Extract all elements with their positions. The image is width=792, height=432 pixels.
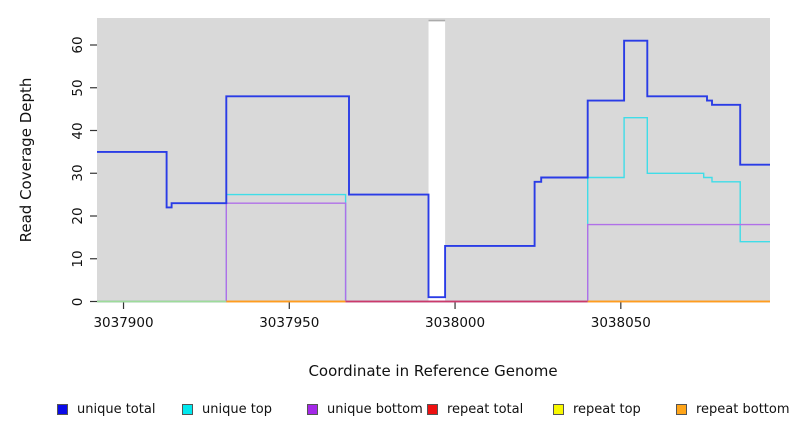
legend-item-unique-total: unique total	[57, 400, 155, 418]
y-tick-label: 10	[70, 250, 86, 268]
y-tick-label: 20	[70, 207, 86, 225]
y-axis-title: Read Coverage Depth	[17, 77, 35, 243]
x-tick-label: 3038000	[424, 315, 486, 331]
legend-item-repeat-total: repeat total	[427, 400, 523, 418]
x-axis-title: Coordinate in Reference Genome	[308, 362, 558, 380]
coverage-gap-band	[428, 21, 446, 302]
legend-item-unique-bottom: unique bottom	[307, 400, 423, 418]
y-tick-label: 40	[70, 121, 86, 140]
legend-swatch-icon	[676, 403, 687, 415]
series-line-unique-total	[97, 39, 770, 299]
x-tick-label: 3037900	[93, 315, 154, 331]
series-line-unique-top	[97, 116, 770, 303]
legend-label: unique top	[202, 401, 273, 417]
y-tick-label: 60	[70, 36, 86, 54]
legend-label: repeat top	[573, 401, 641, 417]
legend-swatch-icon	[57, 403, 68, 415]
legend-swatch-icon	[427, 403, 438, 415]
y-tick-label: 30	[70, 164, 86, 182]
y-tick-label: 50	[70, 79, 86, 97]
legend-label: repeat total	[447, 401, 524, 417]
legend-label: repeat bottom	[696, 401, 790, 417]
legend-label: unique bottom	[327, 401, 423, 417]
legend-swatch-icon	[553, 403, 564, 415]
legend: unique total unique top unique bottom repea…	[0, 400, 792, 424]
legend-label: unique total	[77, 401, 156, 417]
x-tick-label: 3038050	[590, 315, 651, 331]
series-line-unique-bottom	[97, 202, 770, 303]
legend-item-repeat-bottom: repeat bottom	[676, 400, 790, 418]
legend-item-unique-top: unique top	[182, 400, 272, 418]
legend-swatch-icon	[182, 403, 193, 415]
legend-swatch-icon	[307, 403, 318, 415]
y-tick-label: 0	[70, 297, 86, 306]
legend-item-repeat-top: repeat top	[553, 400, 641, 418]
x-tick-label: 3037950	[259, 315, 320, 331]
